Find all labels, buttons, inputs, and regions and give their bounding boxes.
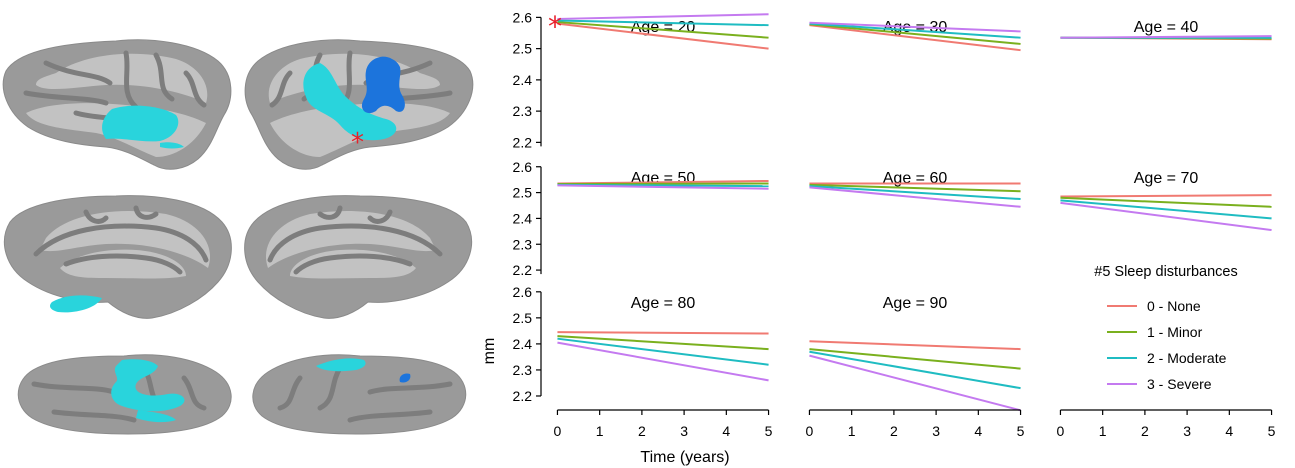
x-tick-label: 0 bbox=[554, 423, 562, 439]
series-line-0 bbox=[557, 331, 769, 335]
series-line-2 bbox=[809, 22, 1021, 39]
x-tick-label: 2 bbox=[1141, 423, 1149, 439]
series-line-3 bbox=[557, 13, 769, 20]
x-tick-label: 3 bbox=[1183, 423, 1191, 439]
y-tick-label: 2.3 bbox=[513, 236, 533, 252]
y-tick-label: 2.3 bbox=[513, 103, 533, 119]
x-tick-label: 4 bbox=[722, 423, 730, 439]
brain-lateral-right bbox=[244, 39, 474, 170]
x-tick-label: 3 bbox=[680, 423, 688, 439]
series-line-2 bbox=[1060, 199, 1272, 220]
brain-lateral-left bbox=[2, 39, 232, 170]
series-line-1 bbox=[557, 182, 769, 186]
panel-title: Age = 80 bbox=[631, 295, 696, 312]
panel-title: Age = 90 bbox=[883, 295, 948, 312]
y-tick-label: 2.6 bbox=[513, 284, 533, 300]
x-tick-label: 4 bbox=[1225, 423, 1233, 439]
series-line-1 bbox=[1060, 196, 1272, 208]
series-line-0 bbox=[557, 22, 769, 50]
significance-marker: * bbox=[351, 128, 364, 158]
x-tick-label: 0 bbox=[1057, 423, 1065, 439]
x-tick-label: 3 bbox=[932, 423, 940, 439]
panel-title: Age = 40 bbox=[1134, 19, 1199, 36]
y-tick-label: 2.5 bbox=[513, 310, 533, 326]
series-line-2 bbox=[557, 337, 769, 366]
series-line-1 bbox=[557, 335, 769, 351]
series-line-2 bbox=[809, 350, 1021, 390]
y-tick-label: 2.6 bbox=[513, 159, 533, 175]
brain-medial-left bbox=[3, 195, 232, 319]
x-tick-label: 1 bbox=[596, 423, 604, 439]
y-tick-label: 2.5 bbox=[513, 41, 533, 57]
series-line-3 bbox=[809, 354, 1021, 412]
y-tick-label: 2.2 bbox=[513, 134, 533, 150]
x-tick-label: 1 bbox=[1099, 423, 1107, 439]
y-tick-label: 2.5 bbox=[513, 185, 533, 201]
y-tick-label: 2.6 bbox=[513, 9, 533, 25]
y-tick-label: 2.4 bbox=[513, 72, 533, 88]
y-tick-label: 2.4 bbox=[513, 336, 533, 352]
y-tick-label: 2.2 bbox=[513, 262, 533, 278]
y-axis-title: mm bbox=[481, 338, 498, 365]
series-line-3 bbox=[1060, 35, 1272, 39]
x-tick-label: 2 bbox=[890, 423, 898, 439]
series-line-3 bbox=[809, 186, 1021, 208]
x-tick-label: 5 bbox=[765, 423, 773, 439]
x-tick-label: 5 bbox=[1268, 423, 1276, 439]
series-line-1 bbox=[809, 23, 1021, 45]
brain-inferior-left bbox=[17, 354, 232, 435]
series-line-2 bbox=[557, 19, 769, 27]
y-tick-label: 2.4 bbox=[513, 210, 533, 226]
series-line-0 bbox=[809, 24, 1021, 52]
series-line-1 bbox=[809, 348, 1021, 370]
x-tick-label: 5 bbox=[1017, 423, 1025, 439]
x-tick-label: 2 bbox=[638, 423, 646, 439]
x-axis-title: Time (years) bbox=[640, 449, 729, 466]
legend-label: 2 - Moderate bbox=[1147, 350, 1227, 366]
series-line-0 bbox=[1060, 194, 1272, 198]
panel-significance-marker: * bbox=[548, 10, 562, 43]
series-line-3 bbox=[1060, 201, 1272, 232]
legend-label: 1 - Minor bbox=[1147, 324, 1203, 340]
panel-title: Age = 70 bbox=[1134, 170, 1199, 187]
legend-label: 0 - None bbox=[1147, 298, 1201, 314]
y-tick-label: 2.3 bbox=[513, 362, 533, 378]
legend-label: 3 - Severe bbox=[1147, 376, 1212, 392]
brain-medial-right bbox=[244, 195, 473, 319]
series-line-2 bbox=[809, 185, 1021, 201]
series-line-3 bbox=[557, 341, 769, 382]
series-line-1 bbox=[809, 183, 1021, 193]
x-tick-label: 1 bbox=[848, 423, 856, 439]
x-tick-label: 4 bbox=[974, 423, 982, 439]
x-tick-label: 0 bbox=[806, 423, 814, 439]
legend-title: #5 Sleep disturbances bbox=[1094, 264, 1238, 280]
series-line-0 bbox=[809, 340, 1021, 351]
series-line-3 bbox=[557, 184, 769, 190]
series-line-1 bbox=[557, 21, 769, 39]
y-tick-label: 2.2 bbox=[513, 388, 533, 404]
brain-inferior-right bbox=[252, 354, 467, 435]
series-line-3 bbox=[809, 21, 1021, 33]
